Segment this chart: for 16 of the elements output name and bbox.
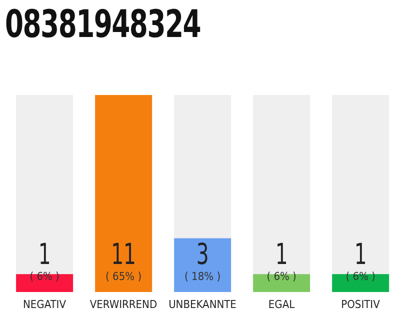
x-tick-label: EGAL (268, 298, 296, 311)
data-label: 1 (38, 238, 51, 272)
x-tick-label: VERWIRREND (90, 298, 158, 311)
annotation: ( 6% ) (346, 270, 376, 283)
x-tick-label: POSITIV (341, 298, 380, 311)
annotation: ( 18% ) (184, 270, 221, 283)
x-tick-label: NEGATIV (23, 298, 66, 311)
data-label: 3 (196, 238, 209, 272)
data-label: 11 (111, 238, 136, 272)
chart-title: 08381948324 (5, 1, 201, 48)
annotation: ( 6% ) (266, 270, 297, 283)
annotation: ( 65% ) (106, 270, 142, 283)
data-label: 1 (275, 238, 288, 272)
annotation: ( 6% ) (30, 270, 60, 283)
x-tick-label: UNBEKANNTE (168, 298, 236, 311)
data-label: 1 (354, 238, 367, 272)
